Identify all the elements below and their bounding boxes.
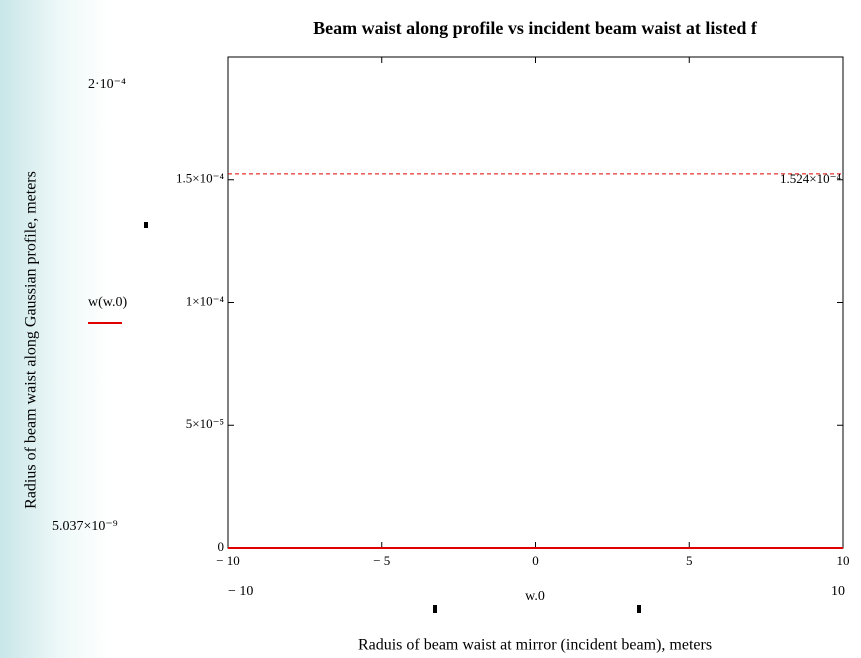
x-max-label: 10 — [831, 584, 845, 599]
placeholder — [637, 605, 641, 613]
y-max-label: 2·10⁻⁴ — [88, 77, 126, 92]
y-tick-label: 0 — [218, 539, 225, 554]
plot-frame — [227, 56, 844, 549]
x-variable: w.0 — [525, 589, 545, 604]
placeholder — [144, 222, 148, 228]
x-tick-label: 5 — [686, 553, 693, 568]
y-min-label: 5.037×10⁻⁹ — [52, 519, 118, 534]
y-tick-label: 5×10⁻⁵ — [186, 416, 224, 431]
legend-label: w(w.0) — [88, 295, 127, 310]
x-tick-label: 10 — [837, 553, 850, 568]
y-axis-label: Radius of beam waist along Gaussian prof… — [23, 171, 40, 509]
x-axis-label: Raduis of beam waist at mirror (incident… — [358, 637, 712, 654]
x-tick-label: − 10 — [216, 553, 240, 568]
x-tick-label: 0 — [532, 553, 539, 568]
chart-title: Beam waist along profile vs incident bea… — [313, 18, 758, 38]
y-tick-label: 1.5×10⁻⁴ — [176, 171, 224, 186]
marker-label: 1.524×10⁻⁴ — [780, 171, 841, 186]
y-tick-label: 1×10⁻⁴ — [186, 293, 225, 308]
x-min-label: − 10 — [228, 584, 253, 599]
x-tick-label: − 5 — [373, 553, 390, 568]
placeholder — [433, 605, 437, 613]
